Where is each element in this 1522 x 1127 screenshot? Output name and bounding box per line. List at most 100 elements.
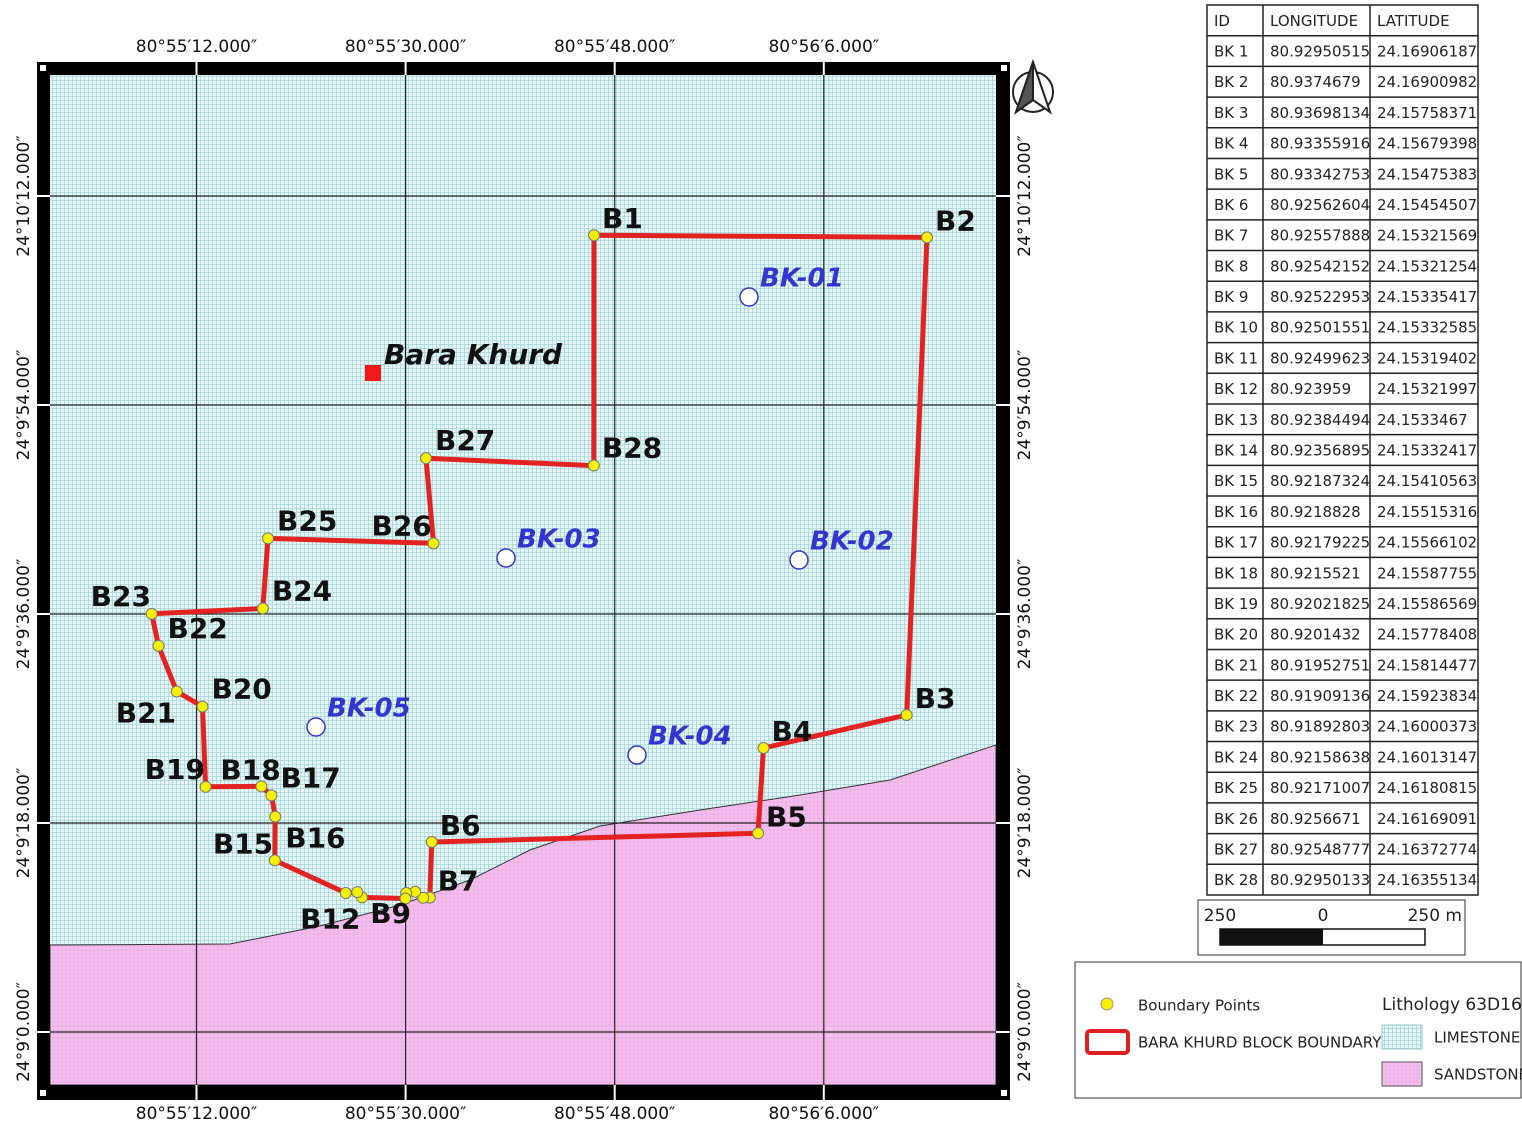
boundary-point bbox=[170, 685, 183, 698]
table-cell: 24.15410563 bbox=[1377, 472, 1477, 490]
table-cell: 80.92384494 bbox=[1270, 411, 1370, 429]
table-cell: 24.15679398 bbox=[1377, 135, 1477, 153]
x-tick-label: 80°55′48.000″ bbox=[554, 1104, 675, 1124]
borehole-label: BK-05 bbox=[327, 694, 411, 724]
x-tick-label: 80°55′30.000″ bbox=[345, 37, 466, 57]
boundary-point bbox=[921, 231, 934, 244]
boundary-point bbox=[587, 459, 600, 472]
table-cell: 80.91909136 bbox=[1270, 687, 1370, 705]
table-cell: 80.9215521 bbox=[1270, 564, 1361, 582]
table-cell: BK 9 bbox=[1214, 288, 1248, 306]
boundary-point bbox=[900, 709, 913, 722]
table-cell: 80.92950133 bbox=[1270, 871, 1370, 889]
table-cell: 24.15332585 bbox=[1377, 319, 1477, 337]
boundary-label: B12 bbox=[300, 902, 360, 935]
boundary-label: B28 bbox=[602, 432, 662, 465]
legend-sandstone-swatch bbox=[1381, 1061, 1423, 1087]
table-cell: 24.15335417 bbox=[1377, 288, 1477, 306]
scale-label: 250 m bbox=[1408, 906, 1462, 926]
table-cell: BK 4 bbox=[1214, 135, 1248, 153]
boundary-point bbox=[339, 887, 352, 900]
x-tick-label: 80°55′12.000″ bbox=[136, 37, 257, 57]
boundary-label: B7 bbox=[438, 865, 479, 898]
boundary-label: B9 bbox=[370, 897, 411, 930]
boundary-label: B24 bbox=[272, 575, 332, 608]
borehole-label: BK-03 bbox=[517, 525, 601, 555]
table-cell: BK 28 bbox=[1214, 871, 1258, 889]
table-cell: 24.15321569 bbox=[1377, 227, 1477, 245]
table-cell: 80.93355916 bbox=[1270, 135, 1370, 153]
table-cell: 80.9218828 bbox=[1270, 503, 1361, 521]
table-cell: 80.93342753 bbox=[1270, 165, 1370, 183]
boundary-label: B16 bbox=[285, 822, 345, 855]
table-cell: BK 16 bbox=[1214, 503, 1258, 521]
x-tick-label: 80°56′6.000″ bbox=[768, 1104, 879, 1124]
frame-corner bbox=[40, 65, 46, 71]
table-cell: BK 12 bbox=[1214, 380, 1258, 398]
boundary-label: B5 bbox=[766, 800, 807, 833]
borehole-label: BK-02 bbox=[810, 527, 894, 557]
table-cell: BK 3 bbox=[1214, 104, 1248, 122]
grid bbox=[50, 75, 996, 1085]
legend-label: SANDSTONE bbox=[1434, 1066, 1522, 1084]
boundary-label: B1 bbox=[602, 202, 643, 235]
table-cell: BK 15 bbox=[1214, 472, 1258, 490]
table-cell: 80.92501551 bbox=[1270, 319, 1370, 337]
boundary-point bbox=[757, 742, 770, 755]
table-cell: 80.92557888 bbox=[1270, 227, 1370, 245]
boundary-label: B17 bbox=[280, 761, 340, 794]
boundary-label: B4 bbox=[772, 715, 813, 748]
table-cell: 80.9374679 bbox=[1270, 73, 1361, 91]
borehole bbox=[306, 717, 326, 737]
boundary-point bbox=[199, 780, 212, 793]
y-tick-label: 24°10′12.000″ bbox=[1015, 135, 1035, 256]
table-cell: 24.15475383 bbox=[1377, 165, 1477, 183]
table-cell: 80.92179225 bbox=[1270, 534, 1370, 552]
boundary-label: B20 bbox=[211, 673, 271, 706]
legend-title: Lithology 63D16 bbox=[1382, 995, 1522, 1015]
map-features: BK-01 BK-02 BK-03 BK-04 BK-05 B1 B2 B3 B4 B5 B6 B7 B… bbox=[91, 202, 976, 935]
x-tick-label: 80°55′12.000″ bbox=[136, 1104, 257, 1124]
boundary-label: B26 bbox=[371, 509, 431, 542]
borehole bbox=[789, 550, 809, 570]
village-label: Bara Khurd bbox=[384, 338, 563, 371]
frame-corner bbox=[1001, 65, 1007, 71]
table-cell: BK 21 bbox=[1214, 656, 1258, 674]
boundary-label: B25 bbox=[277, 504, 337, 537]
table-cell: 80.92021825 bbox=[1270, 595, 1370, 613]
coordinate-table: ID LONGITUDE LATITUDE BK 1 80.92950515 24.169… bbox=[1206, 4, 1479, 896]
table-cell: 80.92356895 bbox=[1270, 442, 1370, 460]
boundary-label: B19 bbox=[145, 753, 205, 786]
table-cell: 24.16372774 bbox=[1377, 840, 1477, 858]
table-cell: 80.92522953 bbox=[1270, 288, 1370, 306]
boundary-point bbox=[425, 836, 438, 849]
y-tick-label: 24°9′0.000″ bbox=[1015, 982, 1035, 1082]
table-cell: 24.15321254 bbox=[1377, 257, 1477, 275]
y-tick-label: 24°9′0.000″ bbox=[14, 982, 34, 1082]
boundary-point bbox=[145, 607, 158, 620]
table-cell: 24.16169091 bbox=[1377, 810, 1477, 828]
y-tick-label: 24°9′36.000″ bbox=[1015, 559, 1035, 670]
boundary-point bbox=[265, 789, 278, 802]
table-cell: 24.15587755 bbox=[1377, 564, 1477, 582]
table-cell: BK 17 bbox=[1214, 534, 1258, 552]
table-cell: 24.16900982 bbox=[1377, 73, 1477, 91]
boundary-point bbox=[752, 827, 765, 840]
table-cell: 80.93698134 bbox=[1270, 104, 1370, 122]
frame-corner bbox=[40, 1090, 46, 1096]
table-cell: 80.92542152 bbox=[1270, 257, 1370, 275]
borehole bbox=[496, 548, 516, 568]
frame-corner bbox=[1001, 1090, 1007, 1096]
boundary-label: B15 bbox=[213, 827, 273, 860]
table-cell: 80.92499623 bbox=[1270, 349, 1370, 367]
table-cell: BK 6 bbox=[1214, 196, 1248, 214]
boundary-point bbox=[255, 780, 268, 793]
table-cell: 24.16355134 bbox=[1377, 871, 1477, 889]
table-cell: 80.92562604 bbox=[1270, 196, 1370, 214]
boundary-label: B2 bbox=[935, 204, 976, 237]
x-tick-label: 80°55′30.000″ bbox=[345, 1104, 466, 1124]
table-cell: 80.92158638 bbox=[1270, 748, 1370, 766]
table-cell: 24.15758371 bbox=[1377, 104, 1477, 122]
scale-box bbox=[1197, 899, 1466, 956]
boundary-point bbox=[262, 532, 275, 545]
